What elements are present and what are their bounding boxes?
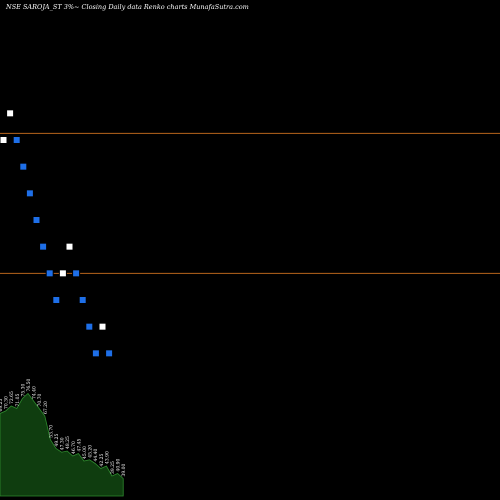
volume-label: 72.65 <box>9 391 15 404</box>
renko-brick-up <box>65 242 74 251</box>
volume-label: 49.25 <box>54 433 60 446</box>
volume-area-path <box>0 392 124 497</box>
volume-label: 39.00 <box>121 463 127 476</box>
volume-label: 69.25 <box>0 398 4 411</box>
volume-label: 47.30 <box>60 437 66 450</box>
renko-brick-up <box>58 269 67 278</box>
renko-brick-up <box>98 322 107 331</box>
volume-label: 39.25 <box>110 461 116 474</box>
renko-bricks <box>0 109 114 358</box>
volume-label: 44.40 <box>93 448 99 461</box>
volume-label: 70.70 <box>37 393 43 406</box>
volume-label: 45.20 <box>88 445 94 458</box>
renko-brick-down <box>85 322 94 331</box>
volume-label: 74.40 <box>32 386 38 399</box>
volume-label: 43.90 <box>104 451 110 464</box>
volume-label: 67.20 <box>43 401 49 414</box>
renko-brick-down <box>32 216 41 224</box>
renko-brick-up <box>0 136 8 144</box>
renko-brick-down <box>45 269 54 278</box>
volume-label: 48.25 <box>65 436 71 449</box>
volume-label: 47.45 <box>76 438 82 451</box>
renko-brick-down <box>72 269 81 278</box>
volume-label: 70.30 <box>4 396 10 409</box>
renko-brick-down <box>39 242 48 251</box>
reference-lines <box>0 132 500 274</box>
volume-label: 76.50 <box>26 378 32 391</box>
volume-label: 71.05 <box>15 393 21 406</box>
renko-brick-down <box>91 349 100 358</box>
renko-brick-down <box>105 349 114 358</box>
volume-label: 45.00 <box>82 446 88 459</box>
volume-label: 53.70 <box>48 425 54 438</box>
volume-label: 46.70 <box>71 441 77 454</box>
renko-brick-down <box>78 296 87 304</box>
volume-label: 75.30 <box>20 383 26 396</box>
renko-brick-down <box>12 136 21 144</box>
renko-brick-up <box>6 109 15 118</box>
chart-title: NSE SAROJA_ST 3%~ Closing Daily data Ren… <box>5 3 249 11</box>
volume-area <box>0 392 124 497</box>
volume-label: 42.25 <box>99 453 105 466</box>
renko-brick-down <box>52 296 61 304</box>
volume-label: 40.90 <box>116 458 122 471</box>
renko-brick-down <box>25 189 34 198</box>
renko-brick-down <box>19 162 28 171</box>
